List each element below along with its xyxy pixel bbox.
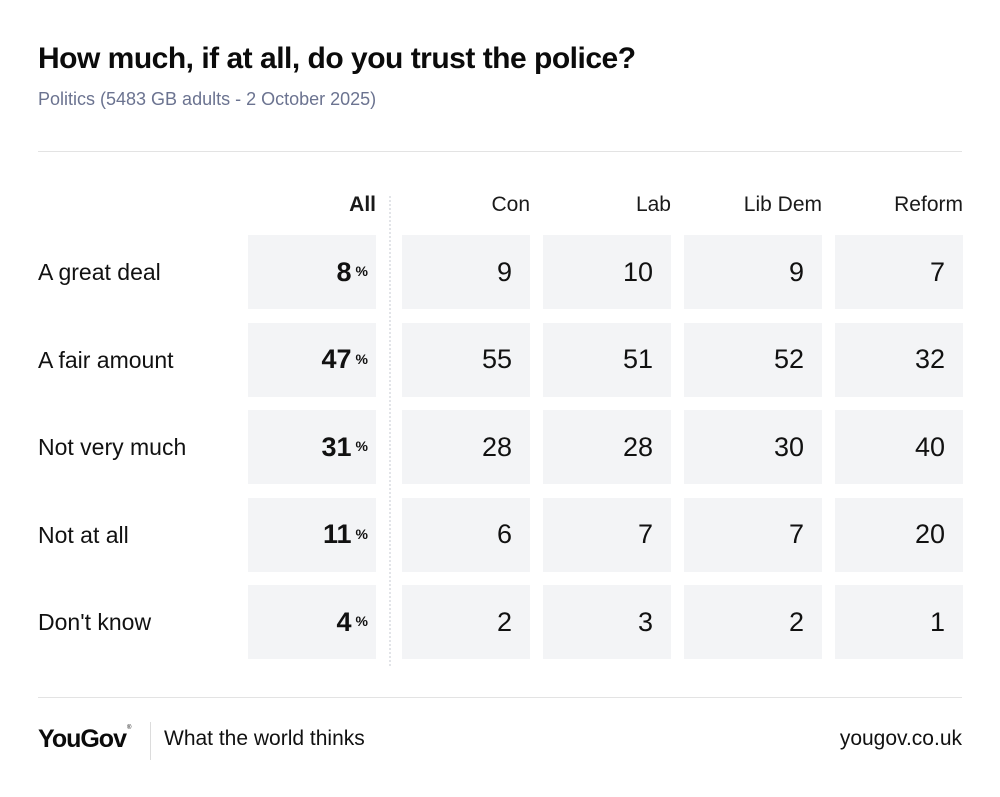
cell-party: 9 xyxy=(684,235,822,309)
cell-party: 7 xyxy=(684,497,822,572)
cell-value: 1 xyxy=(929,606,945,637)
cell-party: 7 xyxy=(835,235,963,309)
chart-subtitle: Politics (5483 GB adults - 2 October 202… xyxy=(38,89,377,109)
logo-text: YouGov xyxy=(38,725,127,753)
percent-sign: % xyxy=(355,350,368,367)
cell-value: 7 xyxy=(929,256,945,287)
cell-value: 11 xyxy=(323,519,352,549)
row-label: Not at all xyxy=(38,521,129,548)
cell-party: 7 xyxy=(543,497,671,572)
percent-sign: % xyxy=(355,613,368,629)
tagline: What the world thinks xyxy=(164,727,365,750)
cell-party: 9 xyxy=(402,235,530,309)
yougov-logo: YouGov® xyxy=(38,725,132,754)
cell-value: 7 xyxy=(788,519,804,549)
cell-value: 4 xyxy=(336,606,352,637)
cell-value: 9 xyxy=(496,256,512,287)
cell-value: 10 xyxy=(622,256,653,287)
site-link[interactable]: yougov.co.uk xyxy=(839,727,962,750)
cell-value: 47 xyxy=(321,344,352,374)
cell-party: 28 xyxy=(402,410,530,484)
cell-value: 9 xyxy=(788,256,804,287)
cell-party: 40 xyxy=(835,410,963,484)
cell-party: 55 xyxy=(402,322,530,397)
cell-party: 51 xyxy=(543,322,671,397)
cell-value: 30 xyxy=(773,431,804,462)
top-divider xyxy=(38,151,962,152)
column-header-lib-dem: Lib Dem xyxy=(743,193,822,216)
cell-party: 3 xyxy=(543,585,671,659)
cell-value: 51 xyxy=(622,344,653,374)
cell-value: 2 xyxy=(496,606,512,637)
cell-value: 55 xyxy=(481,344,512,374)
column-header-con: Con xyxy=(491,193,530,216)
cell-value: 3 xyxy=(637,606,653,637)
cell-party: 2 xyxy=(402,585,530,659)
cell-party: 32 xyxy=(835,322,963,397)
cell-party: 1 xyxy=(835,585,963,659)
cell-value: 28 xyxy=(622,431,653,462)
cell-value: 31 xyxy=(321,431,352,462)
column-header-lab: Lab xyxy=(635,193,671,216)
cell-value: 32 xyxy=(914,344,945,374)
cell-value: 52 xyxy=(773,344,804,374)
row-label: A fair amount xyxy=(38,346,174,373)
cell-party: 20 xyxy=(835,497,963,572)
cell-value: 7 xyxy=(637,519,653,549)
column-separator xyxy=(389,196,391,666)
cell-value: 40 xyxy=(914,431,945,462)
cell-all: 31% xyxy=(248,410,376,484)
row-label: Don't know xyxy=(38,609,152,635)
column-header-reform: Reform xyxy=(894,193,963,216)
cell-value: 6 xyxy=(496,519,512,549)
row-label: Not very much xyxy=(38,434,187,460)
cell-party: 30 xyxy=(684,410,822,484)
chart-title: How much, if at all, do you trust the po… xyxy=(38,42,636,75)
cell-party: 28 xyxy=(543,410,671,484)
registered-mark: ® xyxy=(126,725,132,731)
cell-party: 2 xyxy=(684,585,822,659)
cell-party: 6 xyxy=(402,497,530,572)
cell-value: 28 xyxy=(481,431,512,462)
percent-sign: % xyxy=(355,263,368,279)
cell-value: 20 xyxy=(914,519,945,549)
cell-value: 8 xyxy=(336,256,352,287)
cell-all: 4% xyxy=(248,585,376,659)
cell-party: 52 xyxy=(684,322,822,397)
percent-sign: % xyxy=(355,525,368,542)
cell-all: 47% xyxy=(248,322,376,397)
percent-sign: % xyxy=(355,438,368,454)
bottom-divider xyxy=(38,697,962,698)
cell-all: 11% xyxy=(248,497,376,572)
column-header-all: All xyxy=(349,193,376,216)
cell-all: 8% xyxy=(248,235,376,309)
footer-separator xyxy=(150,722,151,760)
cell-party: 10 xyxy=(543,235,671,309)
row-label: A great deal xyxy=(38,259,161,285)
cell-value: 2 xyxy=(788,606,804,637)
